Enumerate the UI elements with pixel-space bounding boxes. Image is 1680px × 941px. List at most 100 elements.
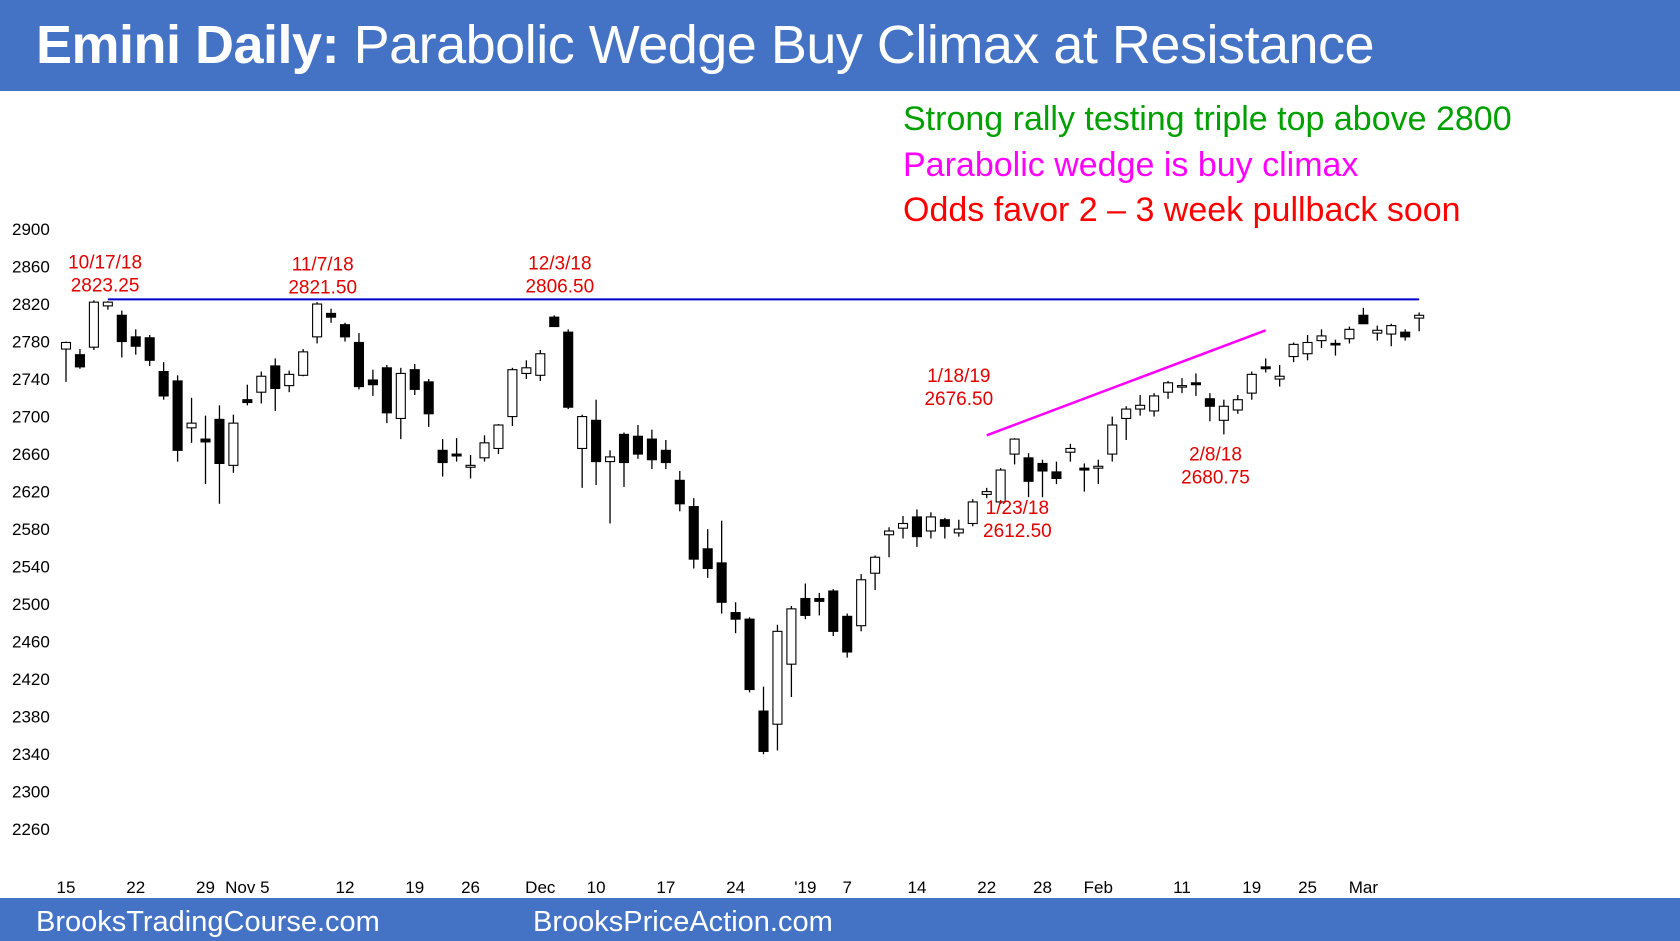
y-tick-label: 2540 <box>12 558 50 577</box>
annotation-line: 2823.25 <box>71 275 140 296</box>
y-tick-label: 2340 <box>12 745 50 764</box>
x-tick-label: 7 <box>842 878 851 897</box>
candle-bear <box>688 506 699 560</box>
y-tick-label: 2820 <box>12 295 50 314</box>
x-tick-label: 25 <box>1298 878 1317 897</box>
x-tick-label: 26 <box>461 878 480 897</box>
y-tick-label: 2500 <box>12 595 50 614</box>
candle-bear <box>814 597 825 602</box>
candle-bear <box>730 612 741 620</box>
candle-bull <box>1386 325 1397 335</box>
y-tick-label: 2300 <box>12 783 50 802</box>
candle-bull <box>1163 382 1174 393</box>
candle-bear <box>242 399 253 404</box>
candle-bear <box>1358 314 1369 325</box>
annotation-line: 1/23/18 <box>986 498 1049 519</box>
footer-banner <box>0 898 1680 941</box>
annotation: 11/7/18 2821.50 <box>288 254 357 298</box>
candle-bear <box>1260 366 1271 370</box>
y-tick-label: 2740 <box>12 370 50 389</box>
candle-bear <box>353 341 365 388</box>
candle-bear <box>1079 467 1090 471</box>
candle-bull <box>60 341 72 350</box>
y-tick-label: 2660 <box>12 445 50 464</box>
candle-bear <box>646 438 657 461</box>
candle-bull <box>786 608 797 665</box>
candle-bear <box>172 380 183 451</box>
x-tick-label: Mar <box>1349 878 1379 897</box>
candle-bear <box>451 453 462 457</box>
candle-bull <box>1065 447 1076 453</box>
candle-bear <box>1051 471 1062 480</box>
candle-bull <box>1135 404 1146 410</box>
x-tick-label: '19 <box>794 878 816 897</box>
y-tick-label: 2900 <box>12 220 50 239</box>
candle-bull <box>1302 341 1313 355</box>
note-triple-top: Strong rally testing triple top above 28… <box>903 100 1512 138</box>
candle-bull <box>1009 438 1020 455</box>
candle-bear <box>437 449 448 464</box>
candle-bull <box>465 464 476 468</box>
candle-bull <box>507 369 518 418</box>
candle-bull <box>1344 328 1355 340</box>
candle-bull <box>604 456 616 463</box>
candle-bear <box>842 615 853 653</box>
annotation: 10/17/18 2823.25 <box>68 252 142 296</box>
candle-bull <box>1372 329 1383 334</box>
annotation-line: 10/17/18 <box>68 252 142 273</box>
x-tick-label: 22 <box>977 878 996 897</box>
annotation-line: 2676.50 <box>924 389 993 410</box>
title-banner <box>0 0 1680 91</box>
candle-bull <box>772 630 783 725</box>
candle-bear <box>660 449 671 464</box>
annotation-line: 2806.50 <box>525 276 594 297</box>
candle-bull <box>102 301 113 307</box>
candle-bear <box>618 433 630 464</box>
annotation: 1/18/19 2676.50 <box>924 366 993 410</box>
candle-bear <box>325 312 337 318</box>
candle-bear <box>381 367 392 414</box>
candle-bull <box>995 469 1006 503</box>
candle-bull <box>521 367 532 374</box>
candle-bull <box>1107 424 1118 455</box>
candle-bear <box>158 371 169 397</box>
candle-bear <box>339 324 351 338</box>
candle-bear <box>758 710 769 752</box>
x-tick-label: 10 <box>587 878 606 897</box>
candle-bull <box>1232 399 1243 411</box>
candle-bear <box>130 336 141 347</box>
y-tick-label: 2860 <box>12 258 50 277</box>
candle-bear <box>423 381 434 415</box>
y-tick-label: 2780 <box>12 333 50 352</box>
candle-bear <box>939 519 950 527</box>
candle-bull <box>1149 395 1160 412</box>
candle-bull <box>925 516 936 532</box>
candle-bear <box>1023 457 1034 482</box>
annotation: 2/8/18 2680.75 <box>1181 445 1250 489</box>
candle-bull <box>981 491 992 495</box>
annotation: 12/3/18 2806.50 <box>525 253 594 297</box>
x-tick-label: 29 <box>196 878 215 897</box>
candle-bear <box>911 516 923 538</box>
x-tick-label: 11 <box>1173 878 1191 897</box>
x-tick-label: 22 <box>126 878 145 897</box>
y-tick-label: 2380 <box>12 708 50 727</box>
candle-bear <box>674 479 685 505</box>
candle-bull <box>312 303 323 338</box>
footer-site-trading-course[interactable]: BrooksTradingCourse.com <box>36 906 380 938</box>
candle-bear <box>1400 331 1411 338</box>
candle-bear <box>563 331 574 408</box>
candle-bull <box>1218 405 1229 421</box>
candle-bear <box>1330 342 1341 346</box>
y-tick-label: 2260 <box>12 820 50 839</box>
page-title: Emini Daily: Parabolic Wedge Buy Climax … <box>36 14 1375 76</box>
x-tick-label: 12 <box>336 878 355 897</box>
candle-bear <box>409 369 420 390</box>
candle-bear <box>702 548 713 570</box>
candle-bear <box>367 379 378 386</box>
candle-bull <box>1288 343 1299 358</box>
footer-site-price-action[interactable]: BrooksPriceAction.com <box>533 906 833 938</box>
y-tick-label: 2420 <box>12 670 50 689</box>
candle-bull <box>1176 385 1188 388</box>
